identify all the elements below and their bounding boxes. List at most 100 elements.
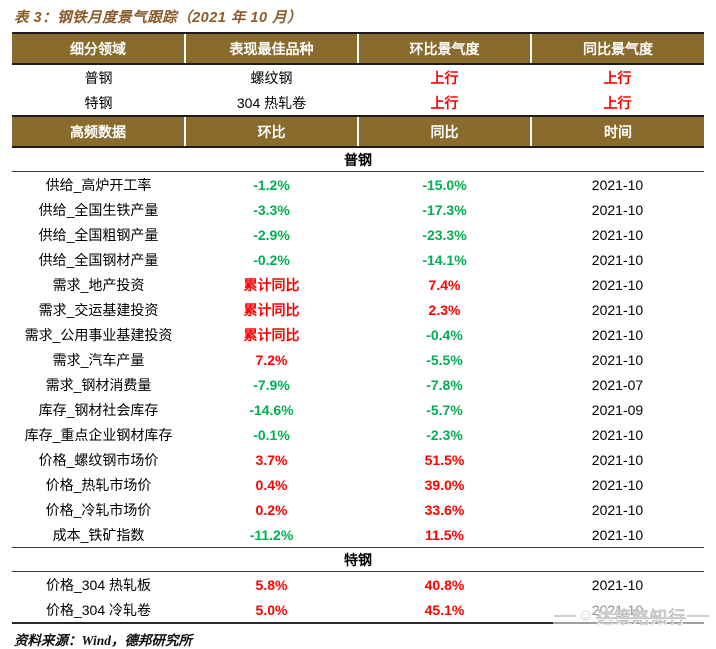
data-row: 需求_公用事业基建投资 累计同比 -0.4% 2021-10 (12, 322, 704, 347)
yoy-value: -5.7% (426, 401, 463, 418)
mom-value: -0.2% (253, 251, 290, 268)
yoy-value: -15.0% (422, 176, 467, 193)
yoy-value: 2.3% (428, 301, 461, 318)
summary-field: 普钢 (84, 69, 113, 86)
date-value: 2021-10 (591, 451, 644, 468)
yoy-value: 40.8% (424, 576, 465, 593)
detail-body: 普钢 供给_高炉开工率 -1.2% -15.0% 2021-10 供给_全国生铁产量 -3.… (12, 146, 704, 623)
date-value: 2021-10 (591, 476, 644, 493)
data-row: 库存_钢材社会库存 -14.6% -5.7% 2021-09 (12, 397, 704, 422)
section-row: 普钢 (12, 146, 704, 172)
yoy-value: -17.3% (422, 201, 467, 218)
watermark-line (553, 614, 576, 617)
yoy-value: 33.6% (424, 501, 465, 518)
metric-label: 成本_铁矿指数 (52, 526, 145, 543)
mom-value: 0.4% (255, 476, 288, 493)
summary-row: 特钢 304 热轧卷 上行 上行 (12, 90, 704, 116)
section-row: 特钢 (12, 547, 704, 572)
date-value: 2021-10 (591, 351, 644, 368)
section-title: 普钢 (12, 146, 704, 172)
metric-label: 供给_全国钢材产量 (38, 251, 159, 268)
metric-label: 需求_钢材消费量 (45, 376, 152, 393)
yoy-value: -14.1% (422, 251, 467, 268)
detail-header-mom: 环比 (184, 115, 358, 148)
data-row: 需求_汽车产量 7.2% -5.5% 2021-10 (12, 347, 704, 372)
data-row: 供给_全国钢材产量 -0.2% -14.1% 2021-10 (12, 247, 704, 272)
detail-header-row: 高频数据 环比 同比 时间 (12, 115, 704, 148)
date-value: 2021-10 (591, 226, 644, 243)
data-row: 价格_热轧市场价 0.4% 39.0% 2021-10 (12, 472, 704, 497)
summary-header-row: 细分领域 表现最佳品种 环比景气度 同比景气度 (12, 32, 704, 65)
yoy-value: 11.5% (425, 526, 464, 543)
data-row: 供给_全国生铁产量 -3.3% -17.3% 2021-10 (12, 197, 704, 222)
summary-mom: 上行 (430, 94, 459, 111)
metric-label: 需求_公用事业基建投资 (24, 326, 173, 343)
metric-label: 价格_304 冷轧卷 (45, 601, 152, 618)
watermark: ☺ 达策略知行 (552, 603, 710, 628)
mom-value: 累计同比 (243, 326, 300, 343)
summary-mom: 上行 (430, 69, 459, 86)
mom-value: -11.2% (249, 526, 294, 543)
summary-field: 特钢 (84, 94, 113, 111)
summary-yoy: 上行 (603, 94, 632, 111)
smiley-face-icon: ☺ (577, 606, 595, 624)
metric-label: 价格_螺纹钢市场价 (38, 451, 159, 468)
yoy-value: 39.0% (424, 476, 465, 493)
metric-label: 供给_全国生铁产量 (38, 201, 159, 218)
detail-header-metric: 高频数据 (12, 115, 185, 148)
data-row: 价格_304 热轧板 5.8% 40.8% 2021-10 (12, 572, 704, 598)
data-row: 供给_高炉开工率 -1.2% -15.0% 2021-10 (12, 172, 704, 198)
data-row: 需求_交运基建投资 累计同比 2.3% 2021-10 (12, 297, 704, 322)
detail-header-yoy: 同比 (357, 115, 531, 148)
summary-best: 304 热轧卷 (236, 94, 307, 111)
data-row: 库存_重点企业钢材库存 -0.1% -2.3% 2021-10 (12, 422, 704, 447)
date-value: 2021-10 (591, 301, 644, 318)
yoy-value: -5.5% (426, 351, 463, 368)
metric-label: 需求_交运基建投资 (38, 301, 159, 318)
yoy-value: -2.3% (426, 426, 463, 443)
watermark-text: 达策略知行 (596, 608, 686, 627)
mom-value: 0.2% (255, 501, 288, 518)
yoy-value: 51.5% (424, 451, 465, 468)
metric-label: 价格_304 热轧板 (45, 576, 152, 593)
mom-value: -2.9% (253, 226, 290, 243)
yoy-value: -0.4% (426, 326, 463, 343)
yoy-value: -7.8% (426, 376, 463, 393)
summary-yoy: 上行 (603, 69, 632, 86)
yoy-value: 45.1% (424, 601, 465, 618)
table-title: 表 3：钢铁月度景气跟踪（2021 年 10 月） (14, 10, 303, 26)
metric-label: 价格_热轧市场价 (45, 476, 152, 493)
mom-value: -0.1% (253, 426, 290, 443)
date-value: 2021-10 (591, 276, 644, 293)
date-value: 2021-10 (591, 526, 644, 543)
mom-value: 7.2% (255, 351, 288, 368)
metric-label: 价格_冷轧市场价 (45, 501, 152, 518)
metric-label: 需求_汽车产量 (52, 351, 145, 368)
metric-label: 库存_钢材社会库存 (38, 401, 159, 418)
date-value: 2021-10 (591, 426, 644, 443)
section-title: 特钢 (12, 547, 704, 572)
data-row: 需求_钢材消费量 -7.9% -7.8% 2021-07 (12, 372, 704, 397)
data-row: 成本_铁矿指数 -11.2% 11.5% 2021-10 (12, 522, 704, 548)
prosperity-table: 细分领域 表现最佳品种 环比景气度 同比景气度 普钢 螺纹钢 上行 上行 特钢 304 热… (12, 32, 704, 624)
data-row: 价格_冷轧市场价 0.2% 33.6% 2021-10 (12, 497, 704, 522)
metric-label: 供给_全国粗钢产量 (38, 226, 159, 243)
summary-best: 螺纹钢 (250, 69, 293, 86)
metric-label: 供给_高炉开工率 (45, 176, 152, 193)
yoy-value: -23.3% (422, 226, 467, 243)
mom-value: 5.8% (255, 576, 288, 593)
summary-row: 普钢 螺纹钢 上行 上行 (12, 64, 704, 90)
data-row: 供给_全国粗钢产量 -2.9% -23.3% 2021-10 (12, 222, 704, 247)
summary-header-best: 表现最佳品种 (184, 32, 358, 65)
mom-value: -3.3% (253, 201, 290, 218)
summary-header-mom: 环比景气度 (357, 32, 531, 65)
mom-value: 3.7% (255, 451, 288, 468)
data-row: 价格_螺纹钢市场价 3.7% 51.5% 2021-10 (12, 447, 704, 472)
source-note: 资料来源：Wind，德邦研究所 (14, 633, 193, 648)
summary-header-field: 细分领域 (12, 32, 185, 65)
date-value: 2021-10 (591, 326, 644, 343)
mom-value: 累计同比 (243, 301, 300, 318)
mom-value: 5.0% (255, 601, 288, 618)
mom-value: -7.9% (253, 376, 290, 393)
